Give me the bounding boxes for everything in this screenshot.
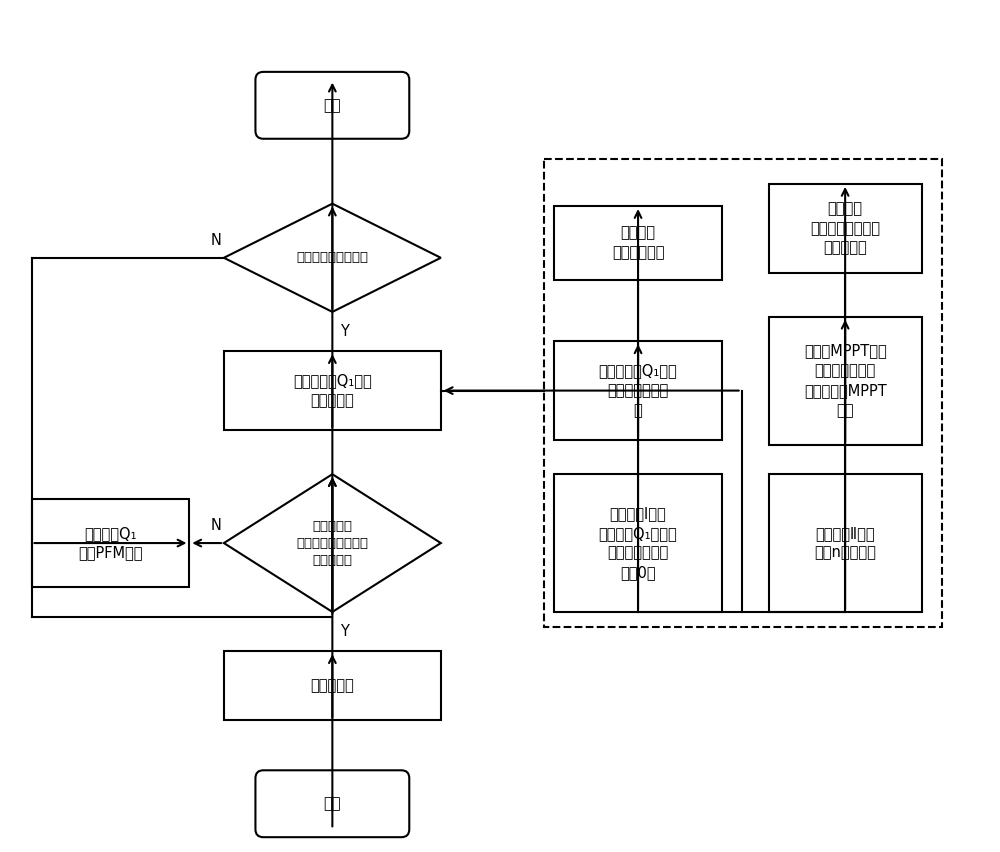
- Bar: [554, 206, 722, 280]
- Bar: [224, 651, 441, 720]
- Text: 结束: 结束: [324, 98, 341, 112]
- Bar: [32, 498, 189, 587]
- FancyBboxPatch shape: [255, 770, 409, 838]
- Text: 对开关管Q₁
进行PFM控制: 对开关管Q₁ 进行PFM控制: [78, 526, 143, 561]
- Text: 逆变器是否停止工作: 逆变器是否停止工作: [296, 251, 368, 264]
- Text: 减小开关管Q₁的驱
动脉冲宽度基准
值: 减小开关管Q₁的驱 动脉冲宽度基准 值: [599, 363, 677, 417]
- Text: N: N: [211, 233, 221, 248]
- FancyBboxPatch shape: [255, 72, 409, 139]
- Polygon shape: [224, 475, 441, 612]
- Text: 保持开关管Q₁既定
的调制信号: 保持开关管Q₁既定 的调制信号: [293, 373, 372, 408]
- Bar: [769, 184, 922, 273]
- Text: 中断返回
（变换器工作在最
大功率点）: 中断返回 （变换器工作在最 大功率点）: [810, 201, 880, 256]
- Text: 中断返回
（立刻返回）: 中断返回 （立刻返回）: [612, 226, 664, 261]
- Text: N: N: [211, 518, 221, 533]
- Text: 程序初始化: 程序初始化: [310, 678, 354, 694]
- Bar: [554, 342, 722, 440]
- Text: 检测逆变器
输出电压是否稳定在
一定范围内: 检测逆变器 输出电压是否稳定在 一定范围内: [296, 520, 368, 567]
- Text: Y: Y: [340, 324, 349, 339]
- Bar: [224, 351, 441, 430]
- Text: 第一中断Ⅰ入口
（开关管Q₁开通之
前漏源极间电压
不为0）: 第一中断Ⅰ入口 （开关管Q₁开通之 前漏源极间电压 不为0）: [599, 506, 677, 580]
- Text: 第二中断Ⅱ入口
（每n秒一次）: 第二中断Ⅱ入口 （每n秒一次）: [814, 526, 876, 561]
- Bar: [769, 475, 922, 612]
- Bar: [769, 317, 922, 445]
- Bar: [554, 475, 722, 612]
- Polygon shape: [224, 204, 441, 312]
- Bar: [544, 159, 942, 627]
- Text: Y: Y: [340, 624, 349, 639]
- Text: 在上次MPPT控制
记录信息的基础
上继续进行MPPT
控制: 在上次MPPT控制 记录信息的基础 上继续进行MPPT 控制: [804, 343, 887, 418]
- Text: 开始: 开始: [324, 797, 341, 811]
